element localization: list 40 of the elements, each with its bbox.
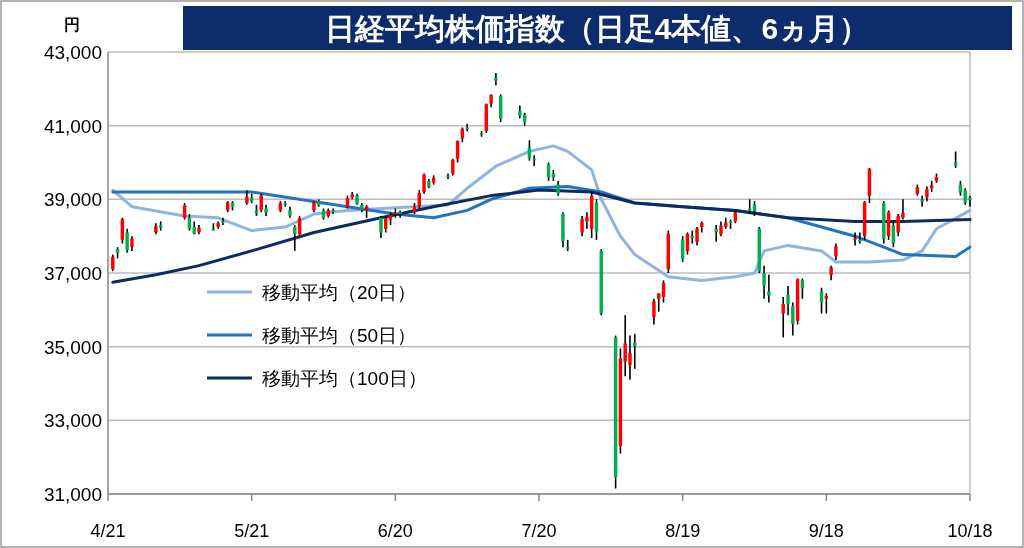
y-tick-label: 35,000 — [43, 336, 102, 358]
candlestick — [786, 285, 790, 317]
legend-label: 移動平均（50日） — [262, 325, 417, 346]
candlestick — [633, 332, 637, 370]
x-tick-label: 4/21 — [90, 521, 126, 541]
y-tick-label: 31,000 — [43, 484, 102, 505]
x-tick-label: 7/20 — [521, 521, 557, 541]
y-tick-label: 43,000 — [43, 42, 102, 63]
candlestick — [125, 228, 129, 254]
line-series — [111, 144, 972, 282]
candlestick — [767, 274, 771, 304]
y-tick-label: 33,000 — [43, 410, 102, 432]
x-tick-label: 8/19 — [665, 521, 701, 541]
candlestick — [398, 209, 402, 219]
candlestick — [379, 215, 383, 239]
x-tick-label: 6/20 — [377, 521, 413, 541]
legend-label: 移動平均（100日） — [262, 368, 427, 389]
x-tick-label: 10/18 — [947, 521, 993, 541]
y-axis-title: 円 — [64, 16, 80, 33]
candlestick — [714, 224, 718, 243]
x-tick-label: 5/21 — [234, 521, 270, 541]
candlestick — [695, 226, 699, 247]
candlestick — [422, 172, 426, 195]
y-tick-label: 41,000 — [43, 115, 102, 137]
x-tick-label: 9/18 — [808, 521, 844, 541]
candlestick — [566, 239, 570, 252]
candlestick — [781, 296, 785, 339]
candlestick — [690, 229, 694, 245]
candlestick — [494, 72, 498, 86]
candlestick — [824, 292, 829, 315]
y-tick-label: 37,000 — [43, 263, 102, 284]
candlestick — [498, 93, 503, 123]
candlestick — [853, 231, 857, 247]
candlestick — [762, 264, 766, 300]
candlestick — [791, 301, 795, 337]
y-tick-label: 39,000 — [43, 189, 102, 211]
chart-title: 日経平均株価指数（日足4本値、6ヵ月） — [324, 12, 870, 45]
candlestick — [652, 297, 656, 326]
legend-label: 移動平均（20日） — [262, 282, 417, 303]
line-series — [111, 188, 972, 284]
